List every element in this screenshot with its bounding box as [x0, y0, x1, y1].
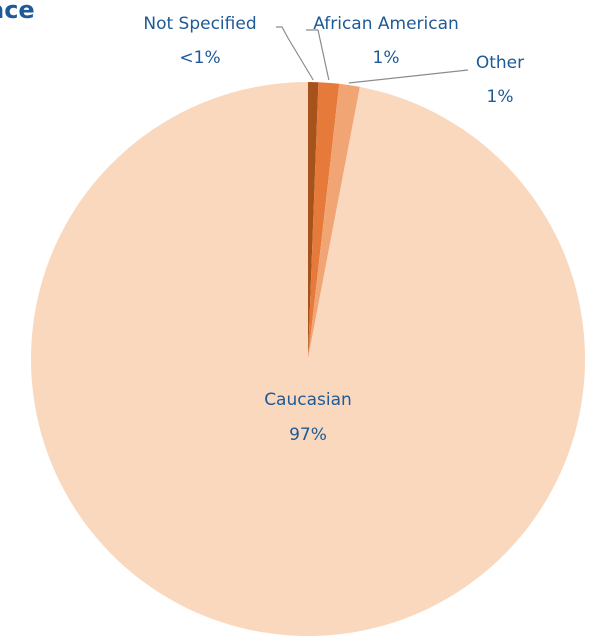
slice-label-other: Other	[476, 53, 524, 73]
slice-label-african-american: African American	[313, 14, 459, 34]
slice-value-african-american: 1%	[373, 48, 400, 68]
pie-slice-not-specified	[308, 82, 319, 359]
pie-slices	[31, 82, 586, 636]
slice-labels: Not Specified <1% African American 1% Other 1…	[143, 14, 524, 445]
leader-line-african-american	[306, 29, 330, 81]
pie-slice-caucasian	[31, 82, 586, 636]
leader-lines	[276, 26, 469, 84]
chart-title: ace	[0, 0, 35, 24]
slice-value-not-specified: <1%	[179, 48, 220, 68]
slice-label-not-specified: Not Specified	[143, 14, 256, 34]
pie-slice-other	[308, 83, 360, 360]
leader-line-not-specified	[276, 26, 314, 81]
slice-label-caucasian: Caucasian	[264, 390, 352, 410]
slice-value-other: 1%	[487, 87, 514, 107]
slice-value-caucasian: 97%	[289, 425, 327, 445]
pie-slice-african-american	[308, 82, 340, 360]
leader-line-other	[348, 69, 469, 84]
